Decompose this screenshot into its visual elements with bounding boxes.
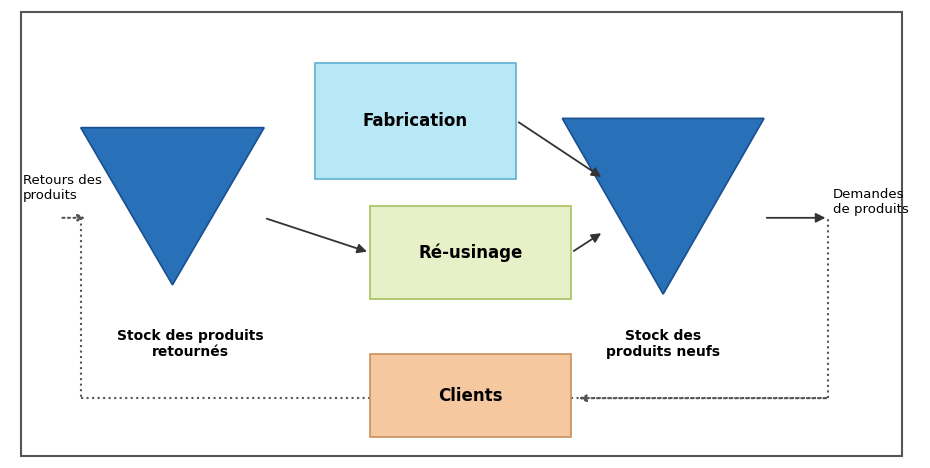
Polygon shape (563, 118, 764, 294)
FancyBboxPatch shape (314, 63, 516, 178)
Text: Fabrication: Fabrication (363, 112, 468, 130)
Text: Demandes
de produits: Demandes de produits (832, 188, 909, 216)
Text: Clients: Clients (438, 387, 503, 405)
Text: Retours des
produits: Retours des produits (23, 174, 101, 202)
Text: Ré-usinage: Ré-usinage (418, 243, 523, 262)
Text: Stock des
produits neufs: Stock des produits neufs (606, 329, 720, 359)
Text: Stock des produits
retournés: Stock des produits retournés (117, 329, 264, 359)
Polygon shape (81, 128, 264, 285)
FancyBboxPatch shape (369, 354, 571, 438)
FancyBboxPatch shape (369, 206, 571, 299)
FancyBboxPatch shape (21, 12, 901, 456)
